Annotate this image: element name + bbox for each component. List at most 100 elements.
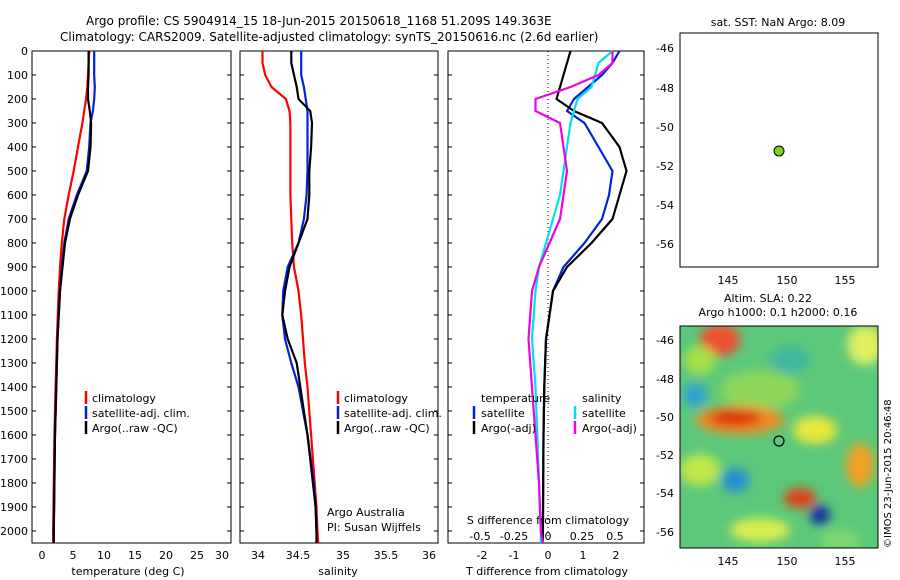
- x-tick-label: 35: [336, 549, 350, 562]
- legend-heading: salinity: [582, 392, 622, 405]
- s-tick-label: -0.5: [469, 530, 490, 543]
- x-tick-label: 25: [190, 549, 204, 562]
- argo-float-marker: [773, 145, 785, 157]
- temperature-legend: climatology satellite-adj. clim. Argo(..…: [84, 391, 190, 435]
- header-line-2: Climatology: CARS2009. Satellite-adjuste…: [60, 30, 598, 44]
- salinity-x-ticks: 34 34.5 35 35.5 36: [251, 549, 436, 562]
- y-tick-label: -52: [656, 160, 674, 173]
- sst-map-y-ticks: -46 -48 -50 -52 -54 -56: [656, 42, 674, 251]
- x-tick-label: 30: [215, 549, 229, 562]
- difference-xlabel: T difference from climatology: [465, 565, 628, 578]
- depth-tick-label: 1700: [0, 453, 28, 466]
- depth-tick-label: 1800: [0, 477, 28, 490]
- header-line-1: Argo profile: CS 5904914_15 18-Jun-2015 …: [86, 14, 552, 28]
- x-tick-label: -2: [477, 549, 488, 562]
- y-tick-label: -50: [656, 411, 674, 424]
- sla-map-y-ticks: -46 -48 -50 -52 -54 -56: [656, 334, 674, 539]
- salinity-panel: [239, 50, 439, 544]
- sst-map-title: sat. SST: NaN Argo: 8.09: [711, 16, 845, 29]
- depth-tick-label: 100: [7, 69, 28, 82]
- difference-top-label: S difference from climatology: [467, 514, 630, 527]
- depth-tick-label: 1500: [0, 405, 28, 418]
- depth-tick-label: 300: [7, 117, 28, 130]
- s-tick-label: 0.5: [606, 530, 624, 543]
- s-tick-label: 0: [545, 530, 552, 543]
- x-tick-label: 1: [580, 549, 587, 562]
- sla-map-title-1: Altim. SLA: 0.22: [724, 292, 812, 305]
- x-tick-label: 145: [718, 555, 739, 568]
- salinity-legend: climatology satellite-adj. clim. Argo(..…: [336, 391, 442, 435]
- x-tick-label: 145: [718, 274, 739, 287]
- y-tick-label: -54: [656, 199, 674, 212]
- sst-map-x-ticks: 145 150 155: [718, 274, 856, 287]
- x-tick-label: 0: [545, 549, 552, 562]
- depth-tick-label: 1100: [0, 309, 28, 322]
- temperature-panel: [31, 50, 232, 544]
- x-tick-label: 15: [128, 549, 142, 562]
- legend-label: climatology: [344, 392, 408, 405]
- x-tick-label: 34.5: [286, 549, 311, 562]
- x-tick-label: 150: [777, 274, 798, 287]
- y-tick-label: -56: [656, 238, 674, 251]
- legend-label: Argo(..raw -QC): [344, 422, 430, 435]
- legend-label: satellite-adj. clim.: [344, 407, 442, 420]
- x-tick-label: 0: [39, 549, 46, 562]
- depth-tick-label: 400: [7, 141, 28, 154]
- depth-tick-label: 200: [7, 93, 28, 106]
- y-tick-label: -48: [656, 373, 674, 386]
- profile-series: [51, 50, 628, 544]
- depth-tick-label: 500: [7, 165, 28, 178]
- depth-tick-label: 0: [21, 45, 28, 58]
- legend-label: Argo(-adj): [582, 422, 637, 435]
- s-tick-label: 0.25: [570, 530, 595, 543]
- depth-tick-label: 1600: [0, 429, 28, 442]
- x-tick-label: 155: [835, 274, 856, 287]
- x-tick-label: 20: [159, 549, 173, 562]
- x-tick-label: 150: [777, 555, 798, 568]
- x-tick-label: 5: [70, 549, 77, 562]
- depth-tick-label: 800: [7, 237, 28, 250]
- y-tick-label: -50: [656, 121, 674, 134]
- tick-marks: [32, 50, 644, 532]
- series-line-magenta: [527, 51, 614, 544]
- argo-float-marker-sla: [773, 435, 785, 447]
- legend-label: satellite: [582, 407, 626, 420]
- y-tick-label: -54: [656, 487, 674, 500]
- depth-tick-label: 900: [7, 261, 28, 274]
- series-line-black: [281, 51, 318, 543]
- depth-tick-label: 1400: [0, 381, 28, 394]
- difference-x-ticks: -2 -1 0 1 2: [477, 549, 620, 562]
- legend-label: Argo(-adj): [481, 422, 536, 435]
- series-line-cyan: [530, 50, 614, 543]
- x-tick-label: 155: [835, 555, 856, 568]
- series-line-black: [52, 51, 93, 543]
- x-tick-label: 34: [251, 549, 265, 562]
- y-tick-label: -52: [656, 449, 674, 462]
- y-tick-label: -56: [656, 526, 674, 539]
- x-tick-label: -1: [509, 549, 520, 562]
- depth-tick-label: 700: [7, 213, 28, 226]
- x-tick-label: 2: [613, 549, 620, 562]
- x-tick-label: 36: [422, 549, 436, 562]
- series-line-red: [261, 51, 320, 544]
- sla-heatmap: [680, 326, 878, 548]
- y-tick-label: -46: [656, 42, 674, 55]
- temperature-xlabel: temperature (deg C): [71, 565, 184, 578]
- x-tick-label: 35.5: [374, 549, 399, 562]
- legend-label: satellite: [481, 407, 525, 420]
- legend-label: satellite-adj. clim.: [92, 407, 190, 420]
- s-difference-ticks: -0.5 -0.25 0 0.25 0.5: [469, 530, 623, 543]
- imos-credit: ©IMOS 23-Jun-2015 20:46:48: [883, 399, 894, 548]
- depth-tick-label: 1900: [0, 501, 28, 514]
- difference-panel: [447, 50, 645, 544]
- legend-label: climatology: [92, 392, 156, 405]
- y-tick-label: -46: [656, 334, 674, 347]
- depth-tick-label: 600: [7, 189, 28, 202]
- sla-map-x-ticks: 145 150 155: [718, 555, 856, 568]
- difference-legend: temperature salinity satellite Argo(-adj…: [472, 392, 637, 435]
- legend-heading: temperature: [481, 392, 550, 405]
- sla-map-panel: [679, 325, 879, 549]
- series-line-black: [541, 50, 628, 544]
- depth-tick-label: 1000: [0, 285, 28, 298]
